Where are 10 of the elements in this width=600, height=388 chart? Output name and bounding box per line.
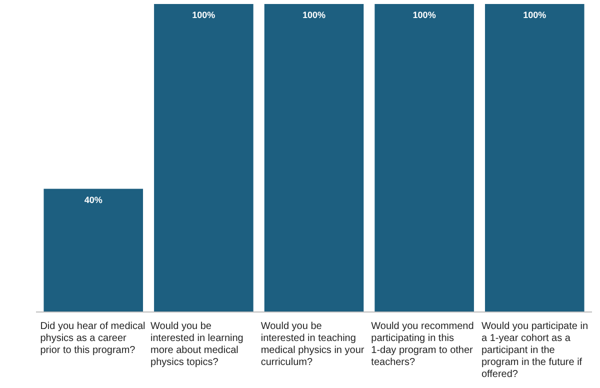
x-tick-label: Would you be interested in learning more about medical physics topics?	[150, 321, 244, 368]
x-tick-label: Would you recommend participating in this 1-day program to other teachers?	[371, 321, 474, 368]
x-tick-label: Did you hear of medical physics as a career prior to this program?	[40, 321, 146, 356]
data-label: 100%	[523, 10, 546, 20]
data-label: 40%	[84, 194, 102, 205]
data-label: 100%	[412, 10, 436, 20]
x-tick-label: Would you participate in a 1-year cohort as a participant in the program in the future if offered?	[481, 321, 588, 380]
x-tick-label: Would you be interested in teaching medical physics in your curriculum?	[260, 321, 365, 368]
data-label: 100%	[302, 10, 326, 20]
data-label: 100%	[192, 10, 216, 20]
